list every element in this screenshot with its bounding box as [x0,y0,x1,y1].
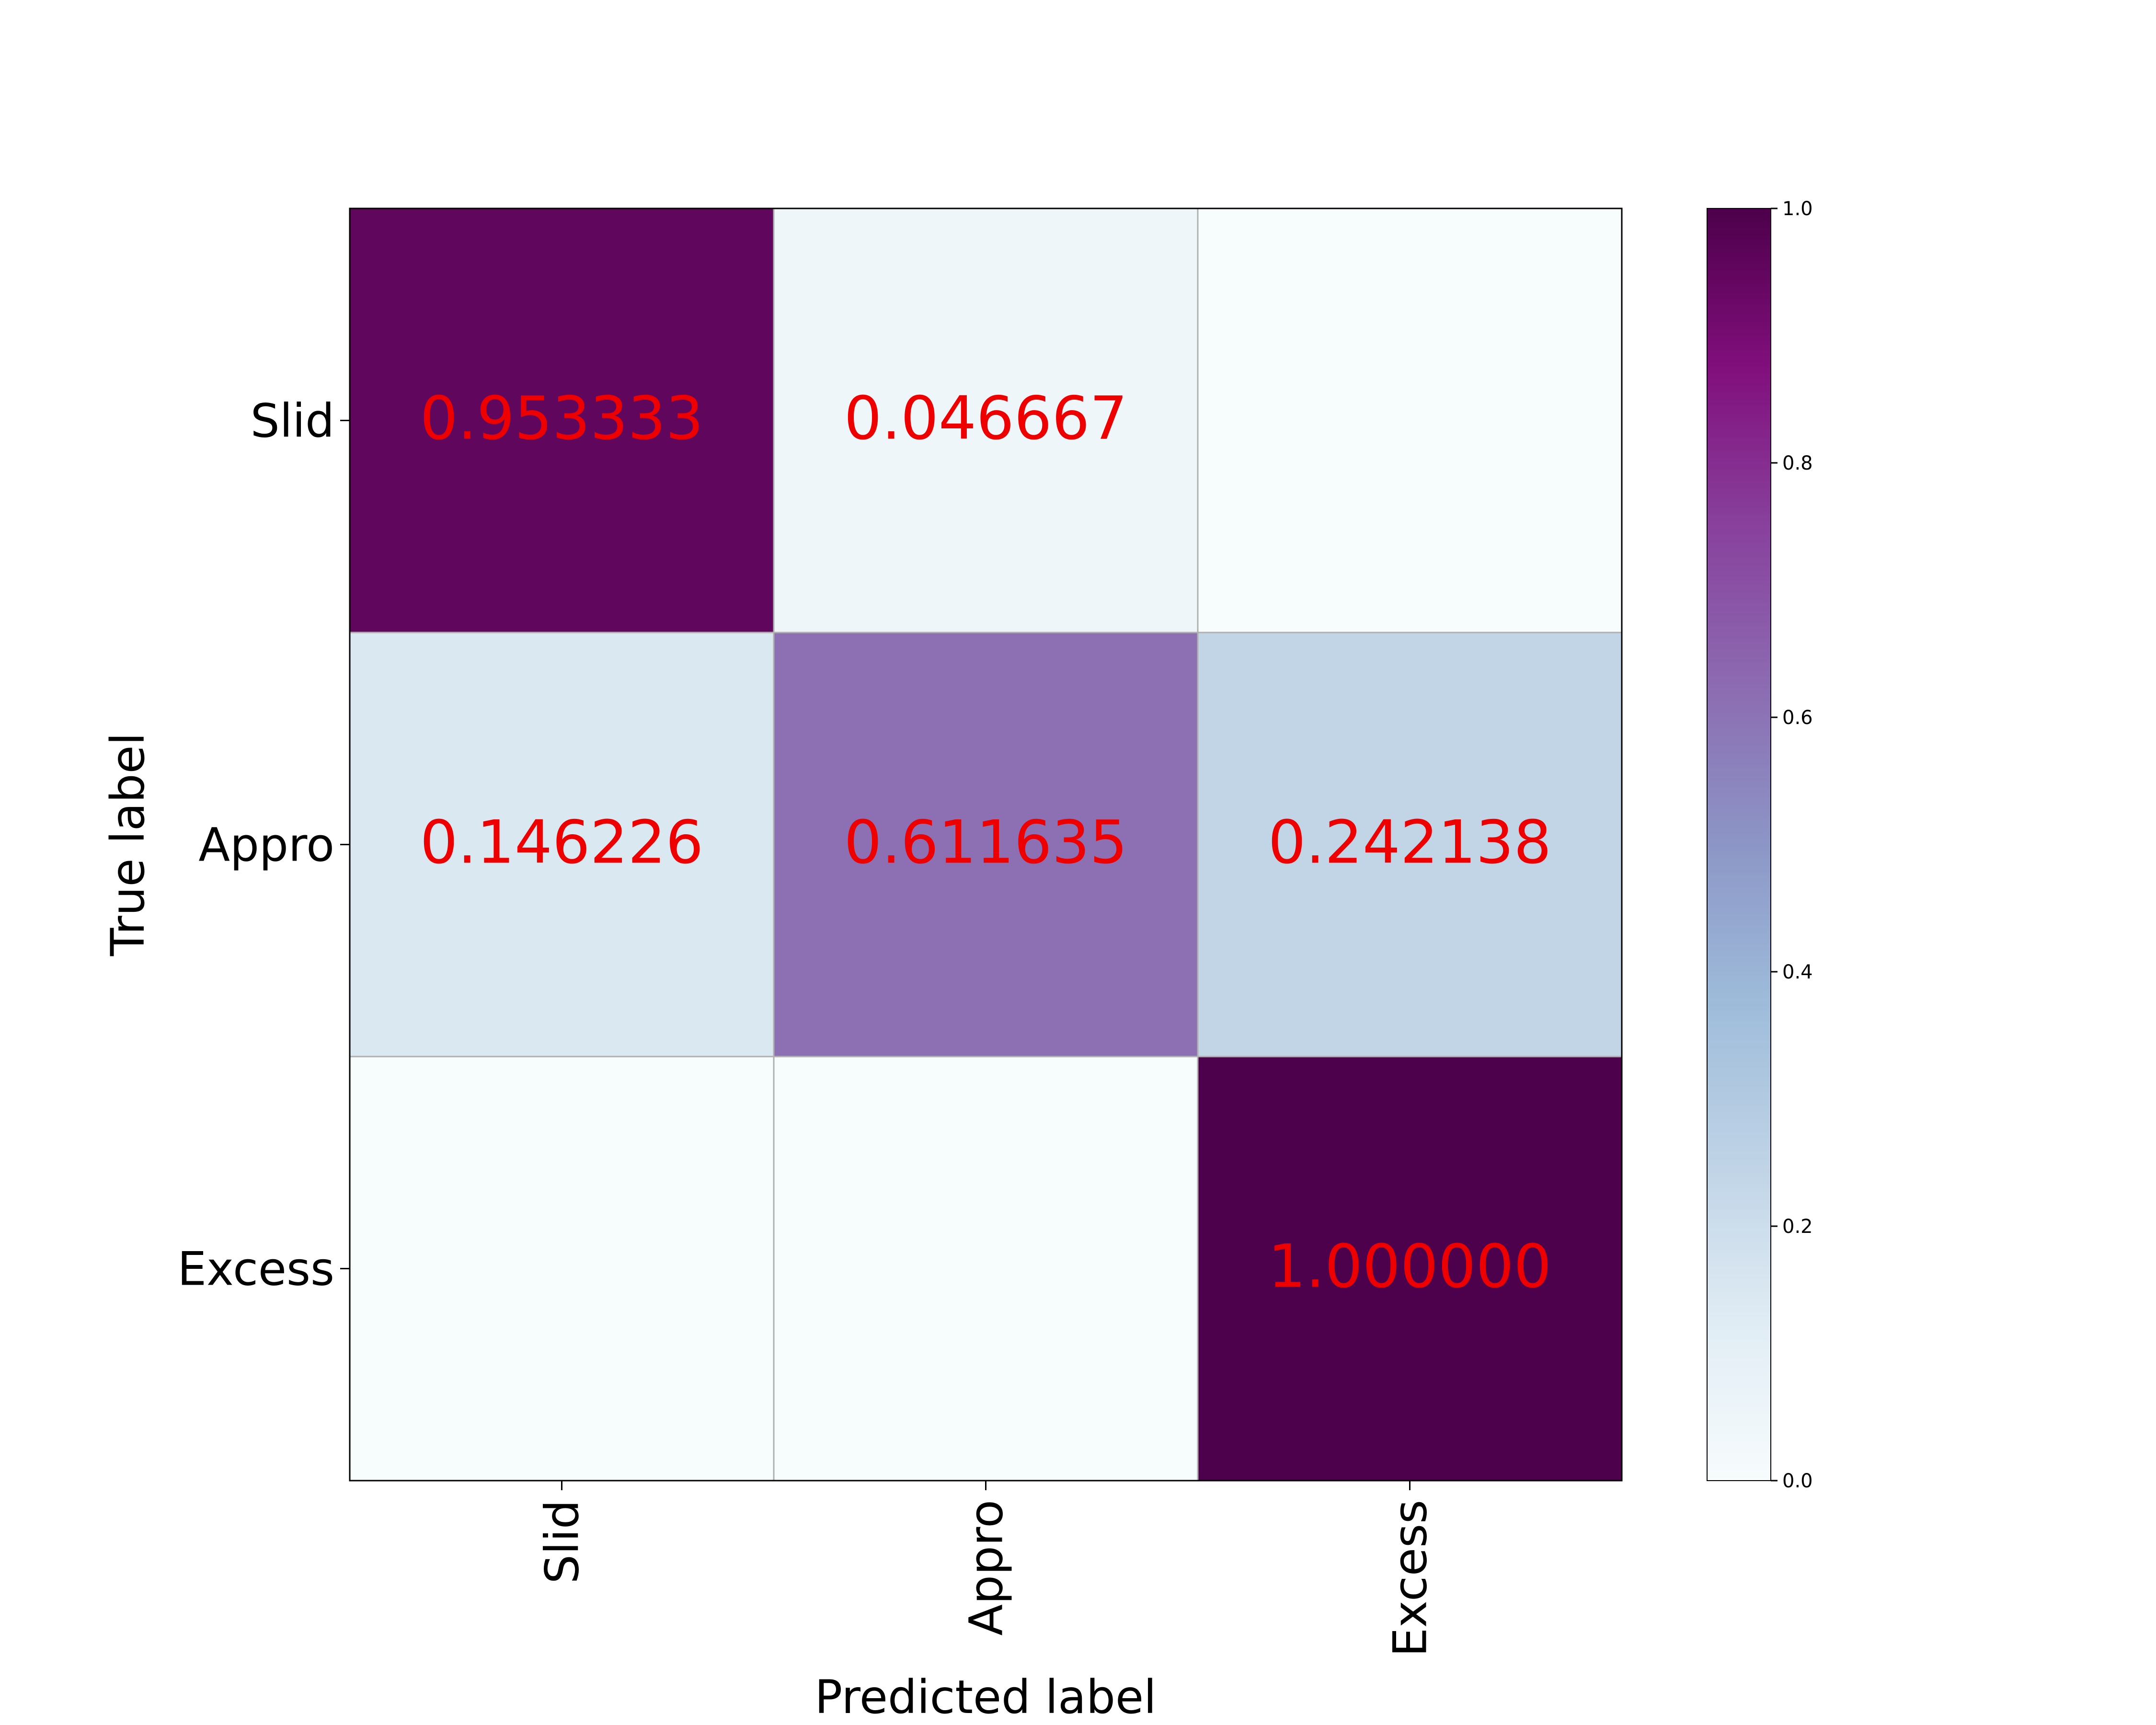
heatmap-cell [350,632,774,1057]
y-tick-label: Excess [177,1242,334,1296]
heatmap-cell [774,208,1198,632]
heatmap-grid [350,208,1622,1481]
colorbar-tick-label: 0.2 [1782,1216,1813,1238]
heatmap-cell [774,632,1198,1057]
cell-value-label: 0.953333 [420,384,704,453]
x-tick-label: Excess [1384,1500,1437,1657]
cell-value-label: 0.146226 [420,808,704,877]
heatmap-cell [1198,208,1622,632]
heatmap-cell [1198,1057,1622,1481]
colorbar-tick-label: 1.0 [1782,198,1813,220]
colorbar [1707,208,1771,1481]
cell-value-label: 0.046667 [844,384,1128,453]
colorbar-tick-label: 0.4 [1782,961,1813,983]
x-tick-label: Appro [960,1500,1013,1636]
y-tick-label: Appro [198,818,334,872]
heatmap-cell [350,1057,774,1481]
heatmap-cell [350,208,774,632]
y-tick-label: Slid [251,394,334,448]
heatmap-cell [1198,632,1622,1057]
y-axis-label: True label [101,733,155,957]
colorbar-tick-label: 0.6 [1782,707,1813,729]
x-axis-label: Predicted label [814,1670,1156,1724]
x-tick-labels: Slid Appro Excess [536,1481,1437,1657]
cell-value-label: 0.242138 [1268,808,1552,877]
heatmap-cell [774,1057,1198,1481]
cell-value-label: 1.000000 [1268,1232,1552,1301]
colorbar-ticks: 0.0 0.2 0.4 0.6 0.8 1.0 [1771,198,1813,1492]
colorbar-tick-label: 0.8 [1782,452,1813,474]
x-tick-label: Slid [536,1500,589,1584]
y-tick-labels: Slid Appro Excess [177,394,350,1296]
cell-value-label: 0.611635 [844,808,1128,877]
colorbar-tick-label: 0.0 [1782,1470,1813,1492]
heatmap-cells [350,208,1622,1481]
cell-annotations: 0.953333 0.046667 0.146226 0.611635 0.242138… [420,384,1552,1301]
